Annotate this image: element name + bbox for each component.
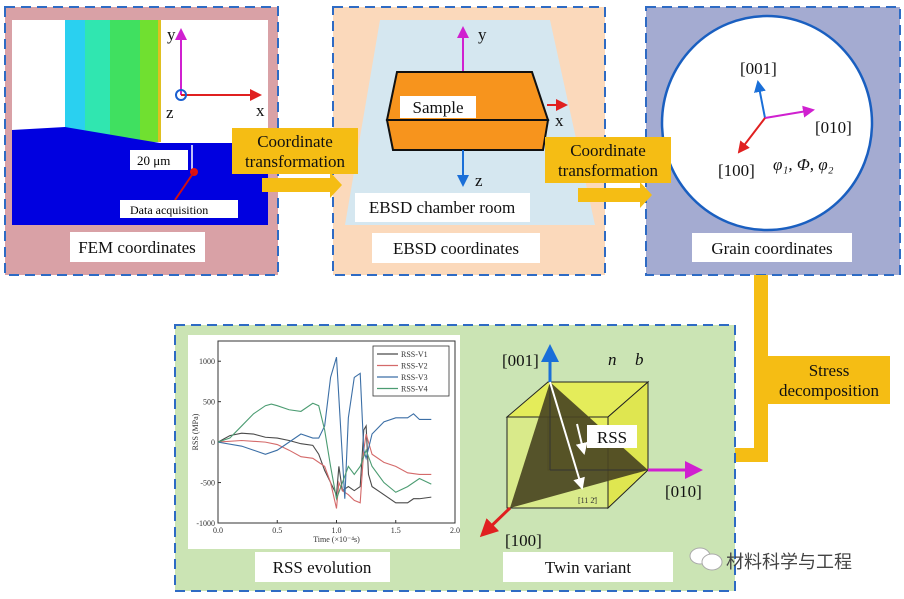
y-tick-label: 0 xyxy=(211,438,215,447)
series-line-rss-v4 xyxy=(217,402,432,501)
y-label: y xyxy=(167,25,176,44)
dir-112-label: [11 2̄] xyxy=(578,496,597,505)
x-label: x xyxy=(555,111,564,130)
transform-arrow-1: Coordinate transformation xyxy=(232,128,358,198)
x-tick-label: 0.0 xyxy=(213,526,223,535)
dir-010-label: [010] xyxy=(815,118,852,137)
normal-vector-label: n⃗ xyxy=(608,350,630,369)
dir-100-label: [100] xyxy=(718,161,755,180)
euler-angles-label: φ₁, Φ, φ₂ xyxy=(773,155,834,174)
x-tick-label: 1.5 xyxy=(391,526,401,535)
grain-circle xyxy=(660,14,874,232)
y-tick-label: 1000 xyxy=(199,357,215,366)
transform-label-1a: Coordinate xyxy=(257,132,333,151)
chamber-label: EBSD chamber room xyxy=(369,198,515,217)
y-axis-label: RSS (MPa) xyxy=(191,413,200,450)
transform-arrow-2: Coordinate transformation xyxy=(545,137,671,208)
x-label: x xyxy=(256,101,265,120)
burgers-vector-label: b⃗ xyxy=(635,350,657,369)
legend-label: RSS-V1 xyxy=(401,350,428,359)
transform-label-1b: transformation xyxy=(245,152,346,171)
series-line-rss-v1 xyxy=(217,424,432,504)
sample-label: Sample xyxy=(413,98,464,117)
z-label: z xyxy=(475,171,483,190)
fem-title: FEM coordinates xyxy=(78,238,196,257)
grain-panel: [001] [010] [100] φ₁, Φ, φ₂ Grain coordi… xyxy=(645,6,901,276)
transform-label-2a: Coordinate xyxy=(570,141,646,160)
series-line-rss-v3 xyxy=(217,357,432,499)
x-tick-label: 2.0 xyxy=(450,526,460,535)
rss-chart-plot: 0.0 0.5 1.0 1.5 2.0 -1000 -500 0 500 1000 Time (×1… xyxy=(191,340,460,544)
y-tick-label: -1000 xyxy=(196,519,215,528)
x-tick-label: 1.0 xyxy=(332,526,342,535)
twin-dir-001-label: [001] xyxy=(502,351,539,370)
y-label: y xyxy=(478,25,487,44)
stress-label-a: Stress xyxy=(809,361,850,380)
data-acquisition-label: Data acquisition xyxy=(130,203,208,217)
z-axis-into-page-icon xyxy=(175,89,187,101)
z-label: z xyxy=(166,103,174,122)
watermark-text: 材料科学与工程 xyxy=(726,552,852,573)
y-tick-label: 500 xyxy=(203,398,215,407)
transform-label-2b: transformation xyxy=(558,161,659,180)
scale-label: 20 μm xyxy=(137,153,170,168)
dir-001-label: [001] xyxy=(740,59,777,78)
watermark: 材料科学与工程 xyxy=(689,547,852,573)
rss-title: RSS evolution xyxy=(273,558,372,577)
ebsd-panel: y x z Sample EBSD chamber room EBSD coor… xyxy=(332,6,606,276)
x-tick-label: 0.5 xyxy=(272,526,282,535)
legend-label: RSS-V3 xyxy=(401,373,428,382)
rss-label: RSS xyxy=(597,428,627,447)
x-axis-label: Time (×10⁻⁴s) xyxy=(313,535,360,544)
stress-label-b: decomposition xyxy=(779,381,880,400)
legend-label: RSS-V2 xyxy=(401,362,428,371)
twin-dir-100-label: [100] xyxy=(505,531,542,550)
twin-title: Twin variant xyxy=(545,558,631,577)
series-line-rss-v2 xyxy=(217,433,432,509)
bottom-panel: 0.0 0.5 1.0 1.5 2.0 -1000 -500 0 500 1000 Time (×1… xyxy=(174,324,736,592)
grain-title: Grain coordinates xyxy=(711,239,832,258)
fem-panel: y x z 20 μm Data acquisition FEM coordin… xyxy=(4,6,279,276)
y-tick-label: -500 xyxy=(200,479,215,488)
legend-label: RSS-V4 xyxy=(401,385,428,394)
twin-dir-010-label: [010] xyxy=(665,482,702,501)
ebsd-title: EBSD coordinates xyxy=(393,239,519,258)
